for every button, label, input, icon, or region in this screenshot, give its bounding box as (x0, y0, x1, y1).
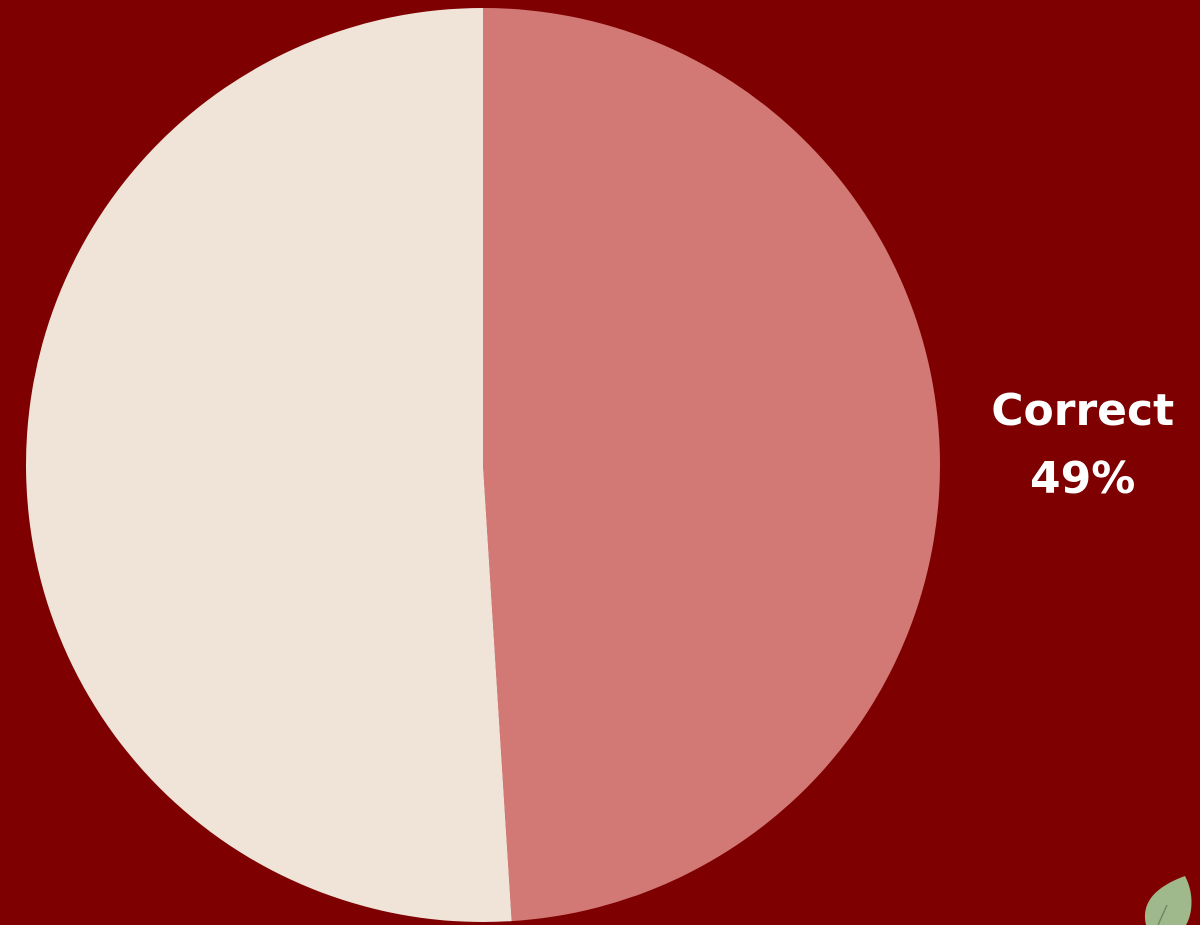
slice-label: Correct (991, 385, 1174, 436)
leaf-decoration (1144, 876, 1192, 925)
pie-slice (25, 8, 512, 923)
pie-slice (483, 8, 940, 922)
slice-value-label: 49% (1030, 453, 1135, 504)
